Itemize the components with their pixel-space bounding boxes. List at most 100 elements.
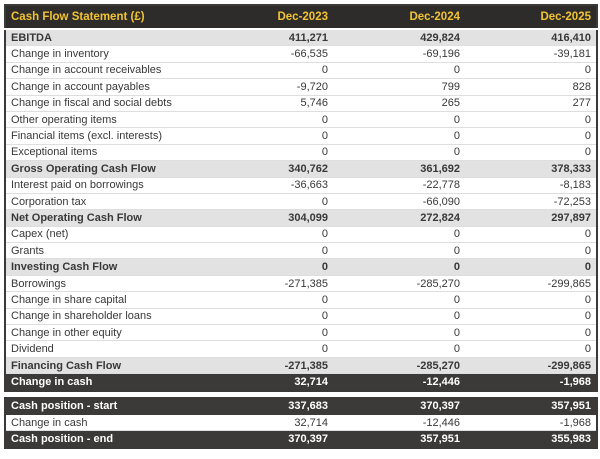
row-value: -12,446 (333, 373, 465, 392)
row-value: -1,968 (465, 414, 597, 432)
row-label: Change in shareholder loans (5, 308, 201, 326)
row-value: 361,692 (333, 160, 465, 178)
row-value: 0 (465, 291, 597, 309)
row-value: 0 (201, 308, 333, 326)
cash-flow-row: Corporation tax 0 -66,090 -72,253 (5, 193, 597, 211)
row-label: Change in account receivables (5, 62, 201, 80)
row-value: 0 (333, 62, 465, 80)
row-value: 411,271 (201, 29, 333, 47)
row-label: Borrowings (5, 275, 201, 293)
row-value: -72,253 (465, 193, 597, 211)
row-value: 429,824 (333, 29, 465, 47)
row-value: 0 (201, 242, 333, 260)
row-label: Dividend (5, 340, 201, 358)
cash-position-row: Cash position - end 370,397 357,951 355,983 (5, 430, 597, 449)
cash-flow-row: Change in fiscal and social debts 5,746 26… (5, 95, 597, 112)
row-value: 0 (465, 144, 597, 162)
cash-position-row: Change in cash 32,714 -12,446 -1,968 (5, 414, 597, 432)
row-value: -39,181 (465, 45, 597, 63)
cash-position-table: Cash position - start 337,683 370,397 357,9… (4, 396, 598, 449)
row-value: -299,865 (465, 357, 597, 375)
cash-flow-row: Dividend 0 0 0 (5, 340, 597, 358)
row-value: 0 (465, 242, 597, 260)
row-label: Change in inventory (5, 45, 201, 63)
row-label: Change in share capital (5, 291, 201, 309)
row-value: 337,683 (201, 397, 333, 415)
row-label: Grants (5, 242, 201, 260)
cash-flow-row: Grants 0 0 0 (5, 242, 597, 260)
row-value: 370,397 (201, 430, 333, 449)
row-value: -299,865 (465, 275, 597, 293)
cash-flow-row: Change in cash 32,714 -12,446 -1,968 (5, 373, 597, 392)
row-value: 378,333 (465, 160, 597, 178)
row-label: Change in other equity (5, 324, 201, 342)
row-value: 0 (201, 193, 333, 211)
row-value: 828 (465, 78, 597, 96)
row-value: 0 (201, 127, 333, 145)
row-value: -12,446 (333, 414, 465, 432)
row-value: 0 (465, 340, 597, 358)
row-value: 799 (333, 78, 465, 96)
row-value: 0 (333, 144, 465, 162)
row-value: -285,270 (333, 357, 465, 375)
cash-flow-row: Change in inventory -66,535 -69,196 -39,181 (5, 45, 597, 63)
cash-flow-row: EBITDA 411,271 429,824 416,410 (5, 29, 597, 47)
row-value: 32,714 (201, 373, 333, 392)
row-label: Exceptional items (5, 144, 201, 162)
row-value: 0 (333, 340, 465, 358)
cash-flow-row: Change in account payables -9,720 799 828 (5, 78, 597, 96)
row-value: -66,535 (201, 45, 333, 63)
row-value: 0 (333, 111, 465, 129)
row-label: Change in cash (5, 373, 201, 392)
row-value: 357,951 (333, 430, 465, 449)
row-value: 0 (201, 144, 333, 162)
row-label: Interest paid on borrowings (5, 177, 201, 194)
table-title: Cash Flow Statement (£) (5, 5, 201, 30)
row-label: Financial items (excl. interests) (5, 127, 201, 145)
row-value: -285,270 (333, 275, 465, 293)
row-label: Cash position - end (5, 430, 201, 449)
row-value: 32,714 (201, 414, 333, 432)
row-label: Change in fiscal and social debts (5, 95, 201, 112)
row-label: Financing Cash Flow (5, 357, 201, 375)
row-label: EBITDA (5, 29, 201, 47)
row-value: 272,824 (333, 209, 465, 227)
row-label: Other operating items (5, 111, 201, 129)
cash-flow-row: Investing Cash Flow 0 0 0 (5, 258, 597, 276)
row-value: -22,778 (333, 177, 465, 194)
cash-flow-row: Change in account receivables 0 0 0 (5, 62, 597, 80)
row-value: -69,196 (333, 45, 465, 63)
row-value: 277 (465, 95, 597, 112)
cash-flow-table: Cash Flow Statement (£) Dec-2023 Dec-202… (4, 4, 598, 392)
row-value: -66,090 (333, 193, 465, 211)
row-value: 265 (333, 95, 465, 112)
row-value: 416,410 (465, 29, 597, 47)
row-value: 0 (201, 111, 333, 129)
cash-flow-row: Change in other equity 0 0 0 (5, 324, 597, 342)
row-value: -9,720 (201, 78, 333, 96)
column-header-dec-2025: Dec-2025 (465, 5, 597, 30)
cash-flow-row: Interest paid on borrowings -36,663 -22,77… (5, 177, 597, 194)
row-value: 0 (465, 324, 597, 342)
cash-flow-row: Financing Cash Flow -271,385 -285,270 -299,… (5, 357, 597, 375)
row-value: 0 (333, 308, 465, 326)
row-label: Net Operating Cash Flow (5, 209, 201, 227)
row-value: 297,897 (465, 209, 597, 227)
row-value: 0 (333, 291, 465, 309)
row-value: 0 (465, 111, 597, 129)
row-value: 355,983 (465, 430, 597, 449)
row-value: 0 (333, 324, 465, 342)
row-value: 0 (333, 258, 465, 276)
row-value: 0 (201, 226, 333, 244)
row-label: Investing Cash Flow (5, 258, 201, 276)
row-value: 0 (333, 242, 465, 260)
row-value: 0 (333, 127, 465, 145)
table-header-row: Cash Flow Statement (£) Dec-2023 Dec-202… (5, 5, 597, 30)
row-value: -8,183 (465, 177, 597, 194)
row-value: 0 (465, 258, 597, 276)
cash-flow-row: Exceptional items 0 0 0 (5, 144, 597, 162)
cash-flow-row: Borrowings -271,385 -285,270 -299,865 (5, 275, 597, 293)
row-value: 0 (465, 62, 597, 80)
row-value: 357,951 (465, 397, 597, 415)
cash-flow-row: Capex (net) 0 0 0 (5, 226, 597, 244)
